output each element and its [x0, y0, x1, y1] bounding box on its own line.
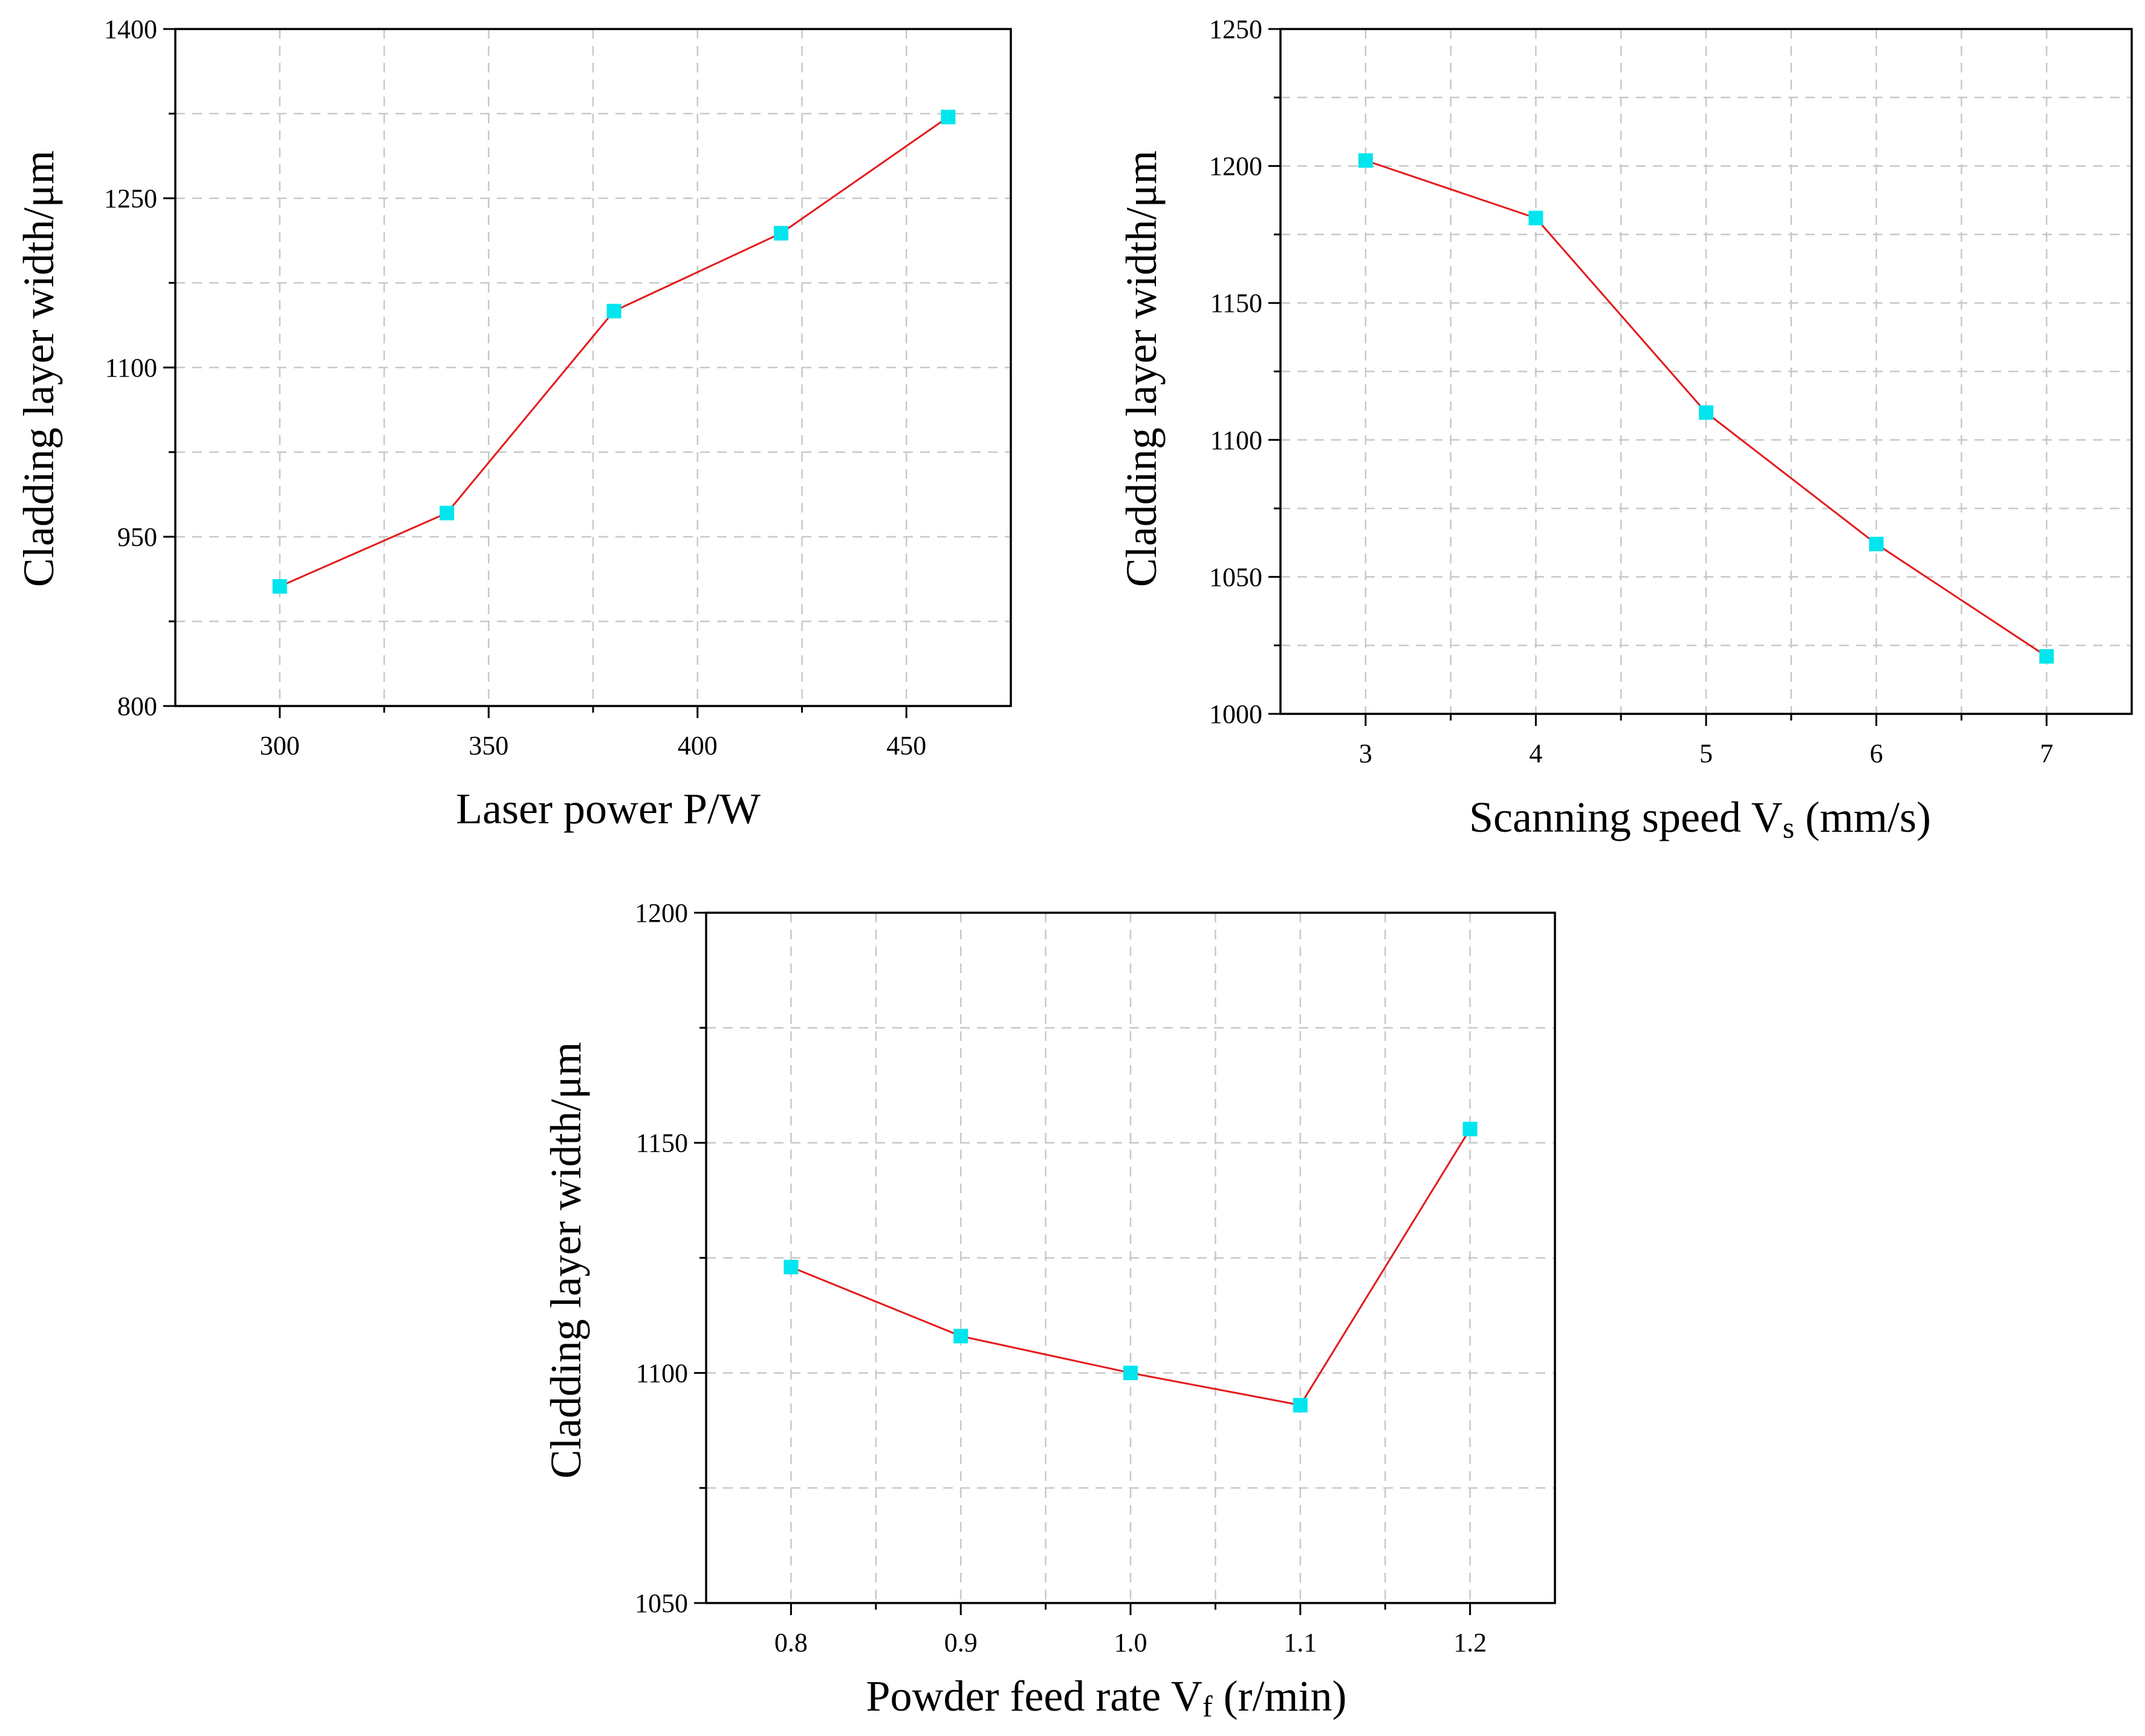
chart-1-y-axis-title-text: Cladding layer width/μm — [15, 151, 63, 588]
chart-3-x-tick-label: 0.8 — [774, 1628, 808, 1657]
chart-1-x-tick-label: 400 — [678, 731, 718, 760]
chart-1-y-tick-label: 800 — [117, 691, 157, 721]
chart-3-y-axis-title-text: Cladding layer width/μm — [542, 1042, 590, 1479]
chart-3-y-tick-label: 1100 — [636, 1358, 688, 1388]
chart-2-data-point — [1358, 153, 1373, 168]
chart-1-y-tick-label: 1100 — [105, 353, 157, 383]
chart-2-y-tick-label: 1000 — [1209, 699, 1262, 729]
chart-3-x-axis-title-sub: f — [1202, 1689, 1213, 1723]
chart-2-y-tick-label: 1250 — [1209, 15, 1262, 44]
chart-3-ticks: 0.8 0.9 1.0 1.1 1.2 1050 1100 1150 1200 — [635, 898, 1556, 1657]
chart-1-x-axis-title: Laser power P/W — [456, 785, 761, 833]
chart-2-x-axis-title-main: Scanning speed V — [1469, 793, 1783, 841]
chart-2-y-tick-label: 1200 — [1209, 152, 1262, 181]
chart-2-data-point — [1699, 405, 1713, 420]
chart-3-data-point — [1462, 1121, 1478, 1136]
chart-2-grid — [1280, 29, 2132, 714]
chart-1-x-tick-label: 350 — [469, 731, 508, 760]
chart-1-data-point — [773, 225, 788, 241]
chart-2-x-tick-label: 5 — [1699, 739, 1713, 768]
chart-3-y-tick-label: 1200 — [635, 898, 688, 928]
chart-1-ticks: 300 350 400 450 800 950 1100 1250 1400 — [104, 15, 1012, 760]
chart-3-x-axis-title: Powder feed rate Vf (r/min) — [866, 1672, 1346, 1723]
chart-1-x-tick-label: 450 — [886, 731, 926, 760]
chart-1-marks — [272, 109, 956, 594]
chart-3-x-tick-label: 0.9 — [944, 1628, 978, 1657]
chart-2-ticks: 3 4 5 6 7 1000 1050 1100 1150 1200 1250 — [1209, 15, 2133, 768]
chart-3-data-point — [1293, 1398, 1308, 1413]
chart-2-y-axis-title: Cladding layer width/μm — [1117, 151, 1166, 588]
chart-1-data-point — [272, 579, 287, 594]
chart-2-y-axis-title-text: Cladding layer width/μm — [1117, 151, 1166, 588]
chart-3-data-point — [1123, 1365, 1138, 1381]
chart-2-x-tick-label: 7 — [2040, 739, 2053, 768]
chart-3-x-axis-title-suffix: (r/min) — [1213, 1672, 1347, 1720]
chart-1-y-axis-title: Cladding layer width/μm — [15, 151, 63, 588]
chart-2-x-tick-label: 3 — [1359, 739, 1372, 768]
chart-1-data-point — [440, 505, 455, 520]
chart-1-grid — [175, 29, 1011, 706]
chart-3-y-axis-title: Cladding layer width/μm — [542, 1042, 590, 1479]
chart-1-data-point — [606, 303, 621, 319]
chart-3-x-tick-label: 1.1 — [1283, 1628, 1317, 1657]
chart-1-data-point — [941, 109, 956, 125]
chart-2-y-tick-label: 1150 — [1210, 288, 1262, 318]
chart-3-x-axis-title-main: Powder feed rate V — [866, 1672, 1202, 1720]
chart-2-data-point — [1528, 210, 1543, 225]
chart-2-x-tick-label: 6 — [1870, 739, 1883, 768]
chart-1-x-tick-label: 300 — [260, 731, 300, 760]
chart-1-y-tick-label: 1400 — [104, 15, 157, 44]
chart-powder-feed-rate: 0.8 0.9 1.0 1.1 1.2 1050 1100 1150 1200 Powder f… — [542, 898, 1556, 1723]
chart-3-y-tick-label: 1150 — [636, 1129, 688, 1158]
chart-3-grid — [706, 913, 1555, 1603]
chart-1-y-tick-label: 950 — [117, 522, 157, 552]
chart-1-x-axis-title-text: Laser power P/W — [456, 785, 761, 833]
chart-3-data-point — [784, 1260, 799, 1275]
chart-3-x-tick-label: 1.2 — [1453, 1628, 1487, 1657]
chart-laser-power: 300 350 400 450 800 950 1100 1250 1400 Laser pow… — [15, 15, 1012, 833]
chart-2-x-tick-label: 4 — [1529, 739, 1542, 768]
chart-3-y-tick-label: 1050 — [635, 1589, 688, 1618]
chart-2-x-axis-title: Scanning speed Vs (mm/s) — [1469, 793, 1931, 844]
chart-3-x-tick-label: 1.0 — [1114, 1628, 1147, 1657]
chart-2-marks — [1358, 153, 2054, 664]
chart-3-data-point — [953, 1329, 969, 1344]
chart-2-x-axis-title-suffix: (mm/s) — [1794, 793, 1931, 841]
chart-1-y-tick-label: 1250 — [104, 184, 157, 213]
chart-2-data-point — [1869, 537, 1884, 552]
chart-2-y-tick-label: 1100 — [1210, 426, 1262, 455]
chart-2-y-tick-label: 1050 — [1209, 562, 1262, 592]
chart-3-marks — [784, 1121, 1478, 1413]
chart-2-data-point — [2039, 649, 2054, 664]
chart-2-x-axis-title-sub: s — [1783, 811, 1794, 844]
chart-scanning-speed: 3 4 5 6 7 1000 1050 1100 1150 1200 1250 Scanning s… — [1117, 15, 2133, 844]
